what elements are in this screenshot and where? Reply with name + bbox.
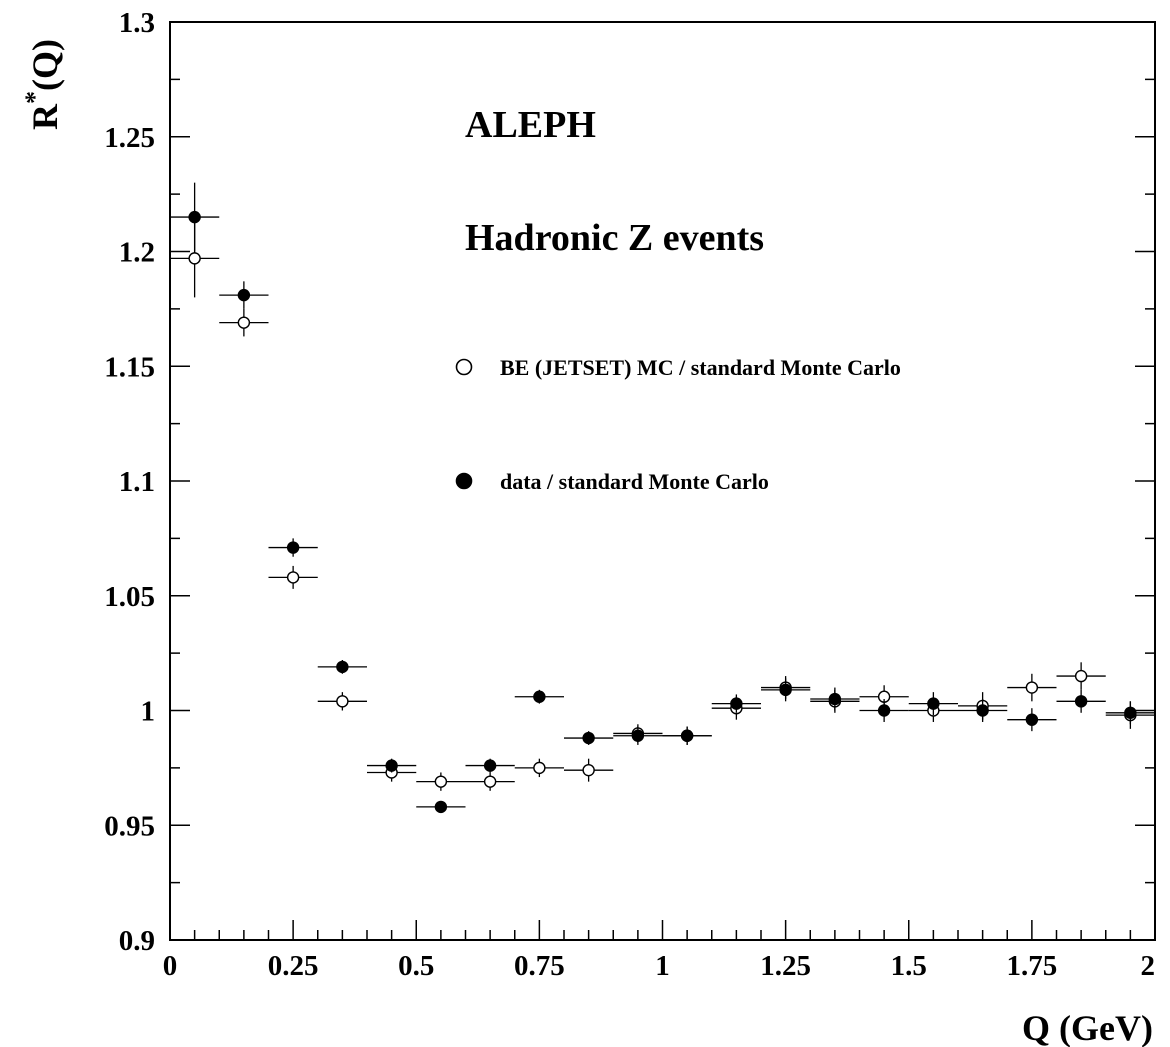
legend-label-data: data / standard Monte Carlo [500, 469, 769, 494]
tick-labels: 0 0.25 0.5 0.75 1 1.25 1.5 1.75 2 0.9 0.95 1 1.05 1.1… [104, 7, 1155, 982]
y-tick-label: 1.2 [119, 237, 155, 269]
y-axis-title-sup: * [20, 91, 49, 104]
data-point-filled [483, 759, 497, 772]
x-tick-label: 0.75 [514, 950, 565, 982]
data-point-open [188, 252, 201, 265]
data-point-filled [1124, 706, 1137, 719]
data-point-filled [877, 704, 891, 717]
data-point-open [483, 775, 497, 788]
data-point-filled [582, 731, 595, 745]
data-point-filled [188, 210, 201, 224]
data-point-filled [927, 697, 940, 710]
data-point-filled [779, 683, 792, 697]
data-point-filled [680, 729, 694, 742]
legend-label-mc: BE (JETSET) MC / standard Monte Carlo [500, 355, 901, 380]
series-be-mc [170, 219, 1155, 791]
data-point-filled [533, 690, 546, 703]
data-point-open [533, 761, 546, 775]
data-point-filled [385, 759, 398, 772]
series-data [170, 182, 1155, 814]
data-point-filled [730, 697, 743, 710]
data-series [170, 182, 1155, 814]
data-point-filled [336, 660, 349, 674]
y-axis-title-rest: (Q) [25, 39, 65, 91]
legend-marker-filled-circle [455, 472, 473, 490]
x-tick-label: 1.75 [1007, 950, 1058, 982]
x-tick-label: 1 [655, 950, 670, 982]
y-tick-label: 1.15 [104, 351, 155, 383]
data-point-filled [1025, 713, 1039, 726]
data-point-open [1074, 669, 1088, 683]
annotation-experiment: ALEPH [465, 104, 596, 146]
data-point-filled [976, 704, 989, 717]
y-tick-label: 1.1 [119, 466, 155, 498]
y-tick-label: 0.95 [104, 810, 155, 842]
data-point-open [286, 571, 300, 584]
y-tick-label: 1.25 [104, 122, 155, 154]
x-axis-title: Q (GeV) [1022, 1008, 1153, 1047]
data-point-filled [631, 729, 645, 742]
data-point-filled [286, 541, 300, 554]
data-point-open [434, 775, 448, 788]
x-tick-label: 0.25 [268, 950, 319, 982]
data-point-open [1025, 681, 1039, 694]
y-axis-title-main: R [25, 103, 65, 130]
y-axis-title: R*(Q) [20, 39, 65, 130]
y-tick-label: 1 [141, 696, 156, 728]
annotation-events: Hadronic Z events [465, 217, 764, 259]
data-point-open [237, 316, 251, 329]
data-point-filled [828, 692, 842, 706]
x-tick-label: 1.5 [891, 950, 927, 982]
data-point-filled [237, 288, 251, 302]
x-tick-label: 1.25 [760, 950, 811, 982]
legend-marker-open-circle [455, 358, 473, 376]
legend: BE (JETSET) MC / standard Monte Carlo da… [455, 355, 901, 494]
data-point-filled [434, 800, 448, 814]
x-tick-label: 0.5 [398, 950, 434, 982]
data-point-open [336, 695, 349, 708]
data-point-open [582, 763, 595, 777]
y-tick-label: 1.3 [119, 7, 155, 39]
x-tick-label: 2 [1141, 950, 1156, 982]
axis-ticks [169, 21, 1156, 941]
x-tick-label: 0 [163, 950, 178, 982]
data-point-filled [1074, 695, 1088, 708]
y-tick-label: 1.05 [104, 581, 155, 613]
y-tick-label: 0.9 [119, 925, 155, 957]
